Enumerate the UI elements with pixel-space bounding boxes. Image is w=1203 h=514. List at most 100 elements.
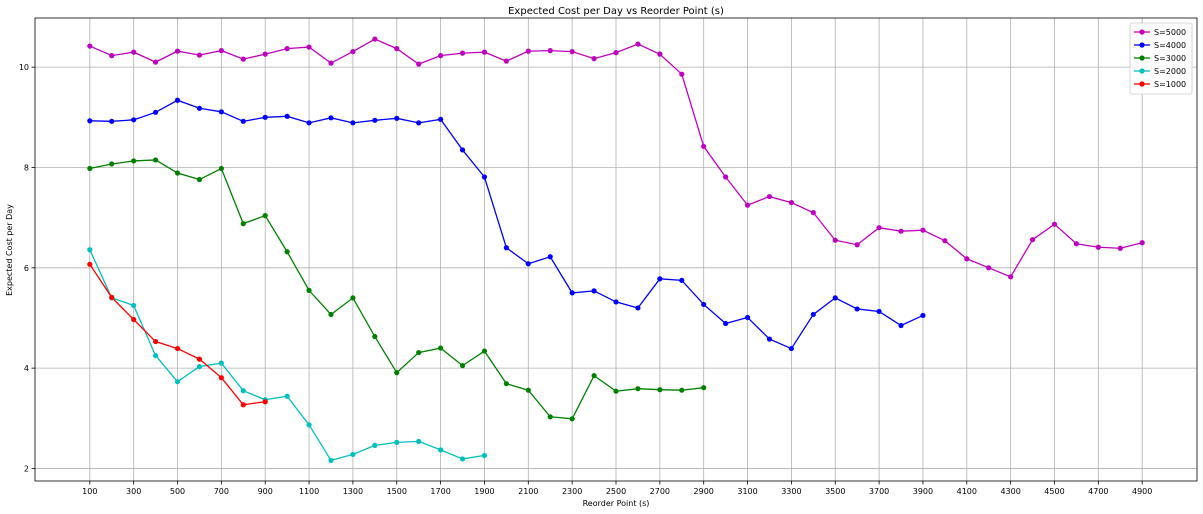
data-point: [701, 143, 707, 150]
data-point: [723, 320, 729, 327]
data-point: [350, 295, 356, 301]
data-point: [459, 363, 466, 369]
data-point: [898, 322, 904, 329]
data-point: [547, 48, 553, 54]
data-point: [1095, 244, 1101, 250]
data-point: [174, 97, 181, 103]
data-point: [438, 116, 444, 122]
data-point: [416, 120, 422, 126]
data-point: [679, 71, 685, 77]
x-tick-label: 4700: [1088, 487, 1108, 496]
y-axis-ticks: 2 4 6 8 10: [19, 63, 35, 473]
legend-label: S=1000: [1154, 80, 1186, 89]
legend-swatch-marker: [1139, 68, 1145, 74]
series-s-1000: [87, 261, 268, 408]
x-tick-label: 3500: [825, 487, 845, 496]
data-point: [152, 59, 159, 65]
data-point: [657, 387, 663, 393]
data-point: [284, 45, 290, 52]
data-point: [832, 295, 838, 301]
legend-label: S=5000: [1154, 28, 1186, 37]
data-point: [131, 49, 137, 55]
y-axis-label: Expected Cost per Day: [5, 204, 14, 296]
x-tick-label: 1300: [343, 487, 363, 496]
y-tick-label: 6: [24, 264, 29, 273]
data-point: [131, 117, 137, 123]
data-point: [240, 221, 246, 227]
x-tick-label: 700: [214, 487, 229, 496]
data-point: [810, 210, 816, 216]
data-point: [1051, 221, 1058, 227]
data-point: [196, 364, 203, 370]
data-point: [372, 117, 378, 123]
data-point: [240, 388, 246, 394]
legend-label: S=3000: [1154, 54, 1186, 63]
legend-swatch-marker: [1139, 81, 1145, 87]
x-tick-label: 100: [82, 487, 97, 496]
data-point: [635, 305, 641, 311]
x-tick-label: 2300: [562, 487, 582, 496]
data-point: [328, 457, 334, 464]
data-point: [810, 311, 816, 318]
legend-label: S=2000: [1154, 67, 1186, 76]
legend-item: S=5000: [1134, 28, 1186, 37]
series-s-4000: [87, 97, 926, 352]
x-tick-label: 1500: [387, 487, 407, 496]
data-point: [591, 56, 597, 62]
data-point: [109, 53, 115, 59]
data-point: [218, 375, 224, 381]
data-point: [240, 56, 246, 62]
data-point: [898, 228, 904, 234]
data-point: [613, 388, 619, 394]
data-point: [438, 53, 444, 59]
x-tick-label: 3700: [869, 487, 889, 496]
x-tick-label: 1100: [299, 487, 319, 496]
data-point: [196, 356, 203, 362]
y-tick-label: 2: [24, 464, 29, 473]
data-point: [350, 451, 356, 458]
data-point: [131, 302, 137, 309]
data-point: [635, 386, 641, 392]
data-point: [438, 345, 444, 351]
data-point: [240, 402, 246, 408]
data-point: [350, 49, 356, 55]
legend-item: S=2000: [1134, 67, 1186, 76]
data-point: [635, 41, 641, 47]
data-point: [87, 261, 93, 267]
data-point: [372, 333, 378, 340]
data-point: [109, 118, 115, 124]
data-point: [591, 373, 597, 379]
data-point: [525, 387, 531, 393]
legend-item: S=1000: [1134, 80, 1186, 89]
x-tick-label: 2700: [650, 487, 670, 496]
data-point: [152, 109, 159, 115]
data-point: [766, 336, 773, 342]
data-point: [262, 114, 268, 120]
data-point: [152, 157, 159, 163]
y-tick-label: 8: [24, 163, 29, 172]
data-point: [1029, 237, 1036, 243]
legend-swatch-marker: [1139, 55, 1145, 61]
data-point: [503, 381, 509, 387]
data-point: [1008, 274, 1014, 280]
data-point: [284, 393, 290, 399]
data-point: [131, 158, 137, 164]
data-point: [854, 306, 860, 312]
data-point: [701, 385, 707, 391]
x-tick-label: 1900: [474, 487, 494, 496]
x-tick-label: 300: [126, 487, 141, 496]
x-tick-label: 900: [258, 487, 273, 496]
data-point: [744, 314, 751, 321]
data-point: [679, 387, 685, 393]
x-tick-label: 1700: [430, 487, 450, 496]
x-tick-label: 4100: [957, 487, 977, 496]
data-point: [569, 416, 575, 422]
data-point: [481, 348, 488, 354]
data-point: [196, 105, 203, 111]
data-point: [613, 299, 619, 305]
series-s-5000: [87, 36, 1145, 280]
data-point: [152, 338, 159, 345]
data-point: [701, 301, 707, 308]
data-point: [174, 48, 181, 54]
x-tick-label: 3900: [913, 487, 933, 496]
